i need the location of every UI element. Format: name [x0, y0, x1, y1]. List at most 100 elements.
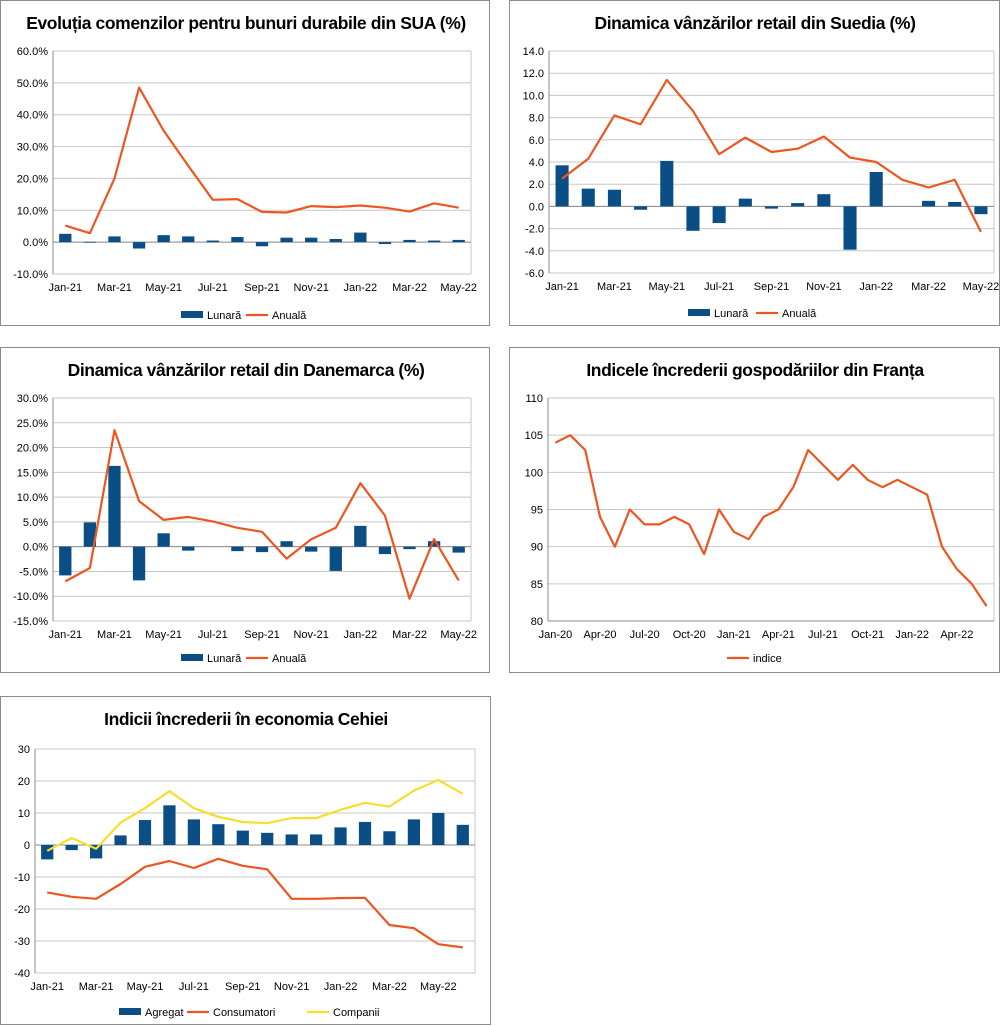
bar-lunară [108, 465, 121, 547]
x-tick-label: Jan-21 [48, 629, 82, 641]
y-tick-label: 60.0% [17, 46, 48, 58]
chart-title: Indicele încrederii gospodăriilor din Fr… [586, 360, 924, 380]
line-anuală [561, 78, 982, 233]
chart-title: Indicii încrederii în economia Cehiei [104, 709, 388, 729]
bar-lunară [255, 242, 269, 247]
line-anuală [64, 86, 459, 235]
y-tick-label: 10.0% [17, 492, 48, 504]
bar-lunară [452, 546, 465, 553]
chart-panel-usa-durable-goods: Evoluția comenzilor pentru bunuri durabi… [0, 0, 490, 326]
bar-lunară [305, 546, 318, 552]
legend-label: Agregat [145, 1007, 184, 1019]
bar-lunară [974, 206, 988, 215]
bar-agregat [163, 805, 176, 845]
bar-agregat [65, 845, 78, 851]
y-tick-label: 14.0 [523, 46, 544, 58]
bar-lunară [231, 546, 244, 552]
bar-lunară [280, 237, 293, 243]
legend-label: Anuală [272, 653, 307, 665]
y-tick-label: 5.0% [23, 517, 48, 529]
line-indice [554, 434, 988, 607]
x-tick-label: Jan-21 [545, 281, 579, 293]
x-tick-label: Oct-21 [851, 629, 884, 641]
x-tick-label: Jan-22 [344, 282, 378, 294]
x-tick-label: Mar-22 [372, 981, 407, 993]
x-tick-label: Apr-20 [584, 629, 617, 641]
bar-lunară [922, 200, 936, 207]
y-tick-label: 95 [531, 505, 543, 517]
x-tick-label: Mar-21 [97, 282, 132, 294]
y-tick-label: 15.0% [17, 467, 48, 479]
bar-lunară [427, 240, 441, 243]
bar-lunară [843, 206, 857, 250]
chart-panel-france-confidence: Indicele încrederii gospodăriilor din Fr… [509, 347, 1000, 673]
x-tick-label: Mar-21 [597, 281, 632, 293]
x-tick-label: Jul-20 [630, 629, 660, 641]
chart-panel-denmark-retail: Dinamica vânzărilor retail din Danemarca… [0, 347, 490, 673]
x-tick-label: Sep-21 [754, 281, 789, 293]
x-tick-label: Jan-21 [717, 629, 751, 641]
x-tick-label: May-22 [420, 981, 457, 993]
y-tick-label: 20.0% [17, 443, 48, 455]
y-tick-label: -10.0% [13, 591, 48, 603]
legend-swatch-bar [119, 1008, 141, 1015]
y-tick-label: 20 [18, 776, 30, 788]
y-tick-label: 110 [525, 393, 543, 405]
y-tick-label: 0 [24, 840, 30, 852]
bar-lunară [660, 160, 674, 207]
line-anuală [64, 429, 460, 600]
line-consumatori [47, 857, 463, 949]
y-tick-label: 0.0% [23, 542, 48, 554]
bar-lunară [378, 546, 392, 555]
y-tick-label: 100 [525, 467, 543, 479]
x-tick-label: Apr-21 [762, 629, 795, 641]
x-tick-label: Jan-20 [539, 629, 573, 641]
y-tick-label: 90 [531, 542, 543, 554]
y-tick-label: 25.0% [17, 418, 48, 430]
bar-lunară [452, 239, 465, 243]
bar-lunară [555, 165, 569, 207]
x-tick-label: May-22 [963, 281, 1000, 293]
bar-lunară [182, 546, 195, 551]
bar-lunară [231, 237, 244, 243]
chart-panel-czech-confidence: Indicii încrederii în economia Cehiei 30… [0, 696, 491, 1025]
x-tick-label: May-21 [145, 282, 182, 294]
y-tick-label: -5.0% [19, 566, 48, 578]
y-tick-label: -15.0% [13, 616, 48, 628]
y-tick-label: 30 [18, 744, 30, 756]
x-tick-label: May-22 [440, 629, 477, 641]
legend-swatch-bar [181, 654, 203, 661]
chart-france-confidence: Indicele încrederii gospodăriilor din Fr… [525, 360, 995, 665]
x-tick-label: Jul-21 [179, 981, 209, 993]
y-tick-label: 40.0% [17, 110, 48, 122]
y-tick-label: 8.0 [529, 113, 544, 125]
y-tick-label: -20 [14, 904, 30, 916]
x-tick-label: Sep-21 [244, 282, 279, 294]
chart-czech-confidence: Indicii încrederii în economia Cehiei 30… [14, 709, 476, 1019]
x-tick-label: May-22 [440, 282, 477, 294]
bar-lunară [280, 541, 293, 547]
y-tick-label: 85 [531, 579, 543, 591]
bar-lunară [712, 206, 726, 224]
bar-lunară [108, 236, 121, 243]
x-tick-label: Apr-22 [940, 629, 973, 641]
y-tick-label: 2.0 [529, 179, 544, 191]
bar-agregat [138, 820, 152, 845]
bar-lunară [948, 201, 962, 207]
chart-title: Evoluția comenzilor pentru bunuri durabi… [26, 13, 466, 33]
chart-panel-sweden-retail: Dinamica vânzărilor retail din Suedia (%… [509, 0, 1000, 326]
x-tick-label: Nov-21 [806, 281, 841, 293]
x-tick-label: Mar-21 [79, 981, 114, 993]
bar-lunară [354, 232, 367, 243]
bar-agregat [334, 827, 347, 845]
bar-lunară [607, 189, 621, 207]
x-tick-label: Nov-21 [293, 629, 328, 641]
bar-lunară [354, 525, 367, 547]
y-tick-label: -40 [14, 968, 30, 980]
x-tick-label: Mar-22 [392, 282, 427, 294]
x-tick-label: Jul-21 [808, 629, 838, 641]
bar-agregat [407, 819, 420, 845]
bar-lunară [157, 533, 170, 547]
x-tick-label: May-21 [145, 629, 182, 641]
bar-lunară [817, 194, 831, 207]
